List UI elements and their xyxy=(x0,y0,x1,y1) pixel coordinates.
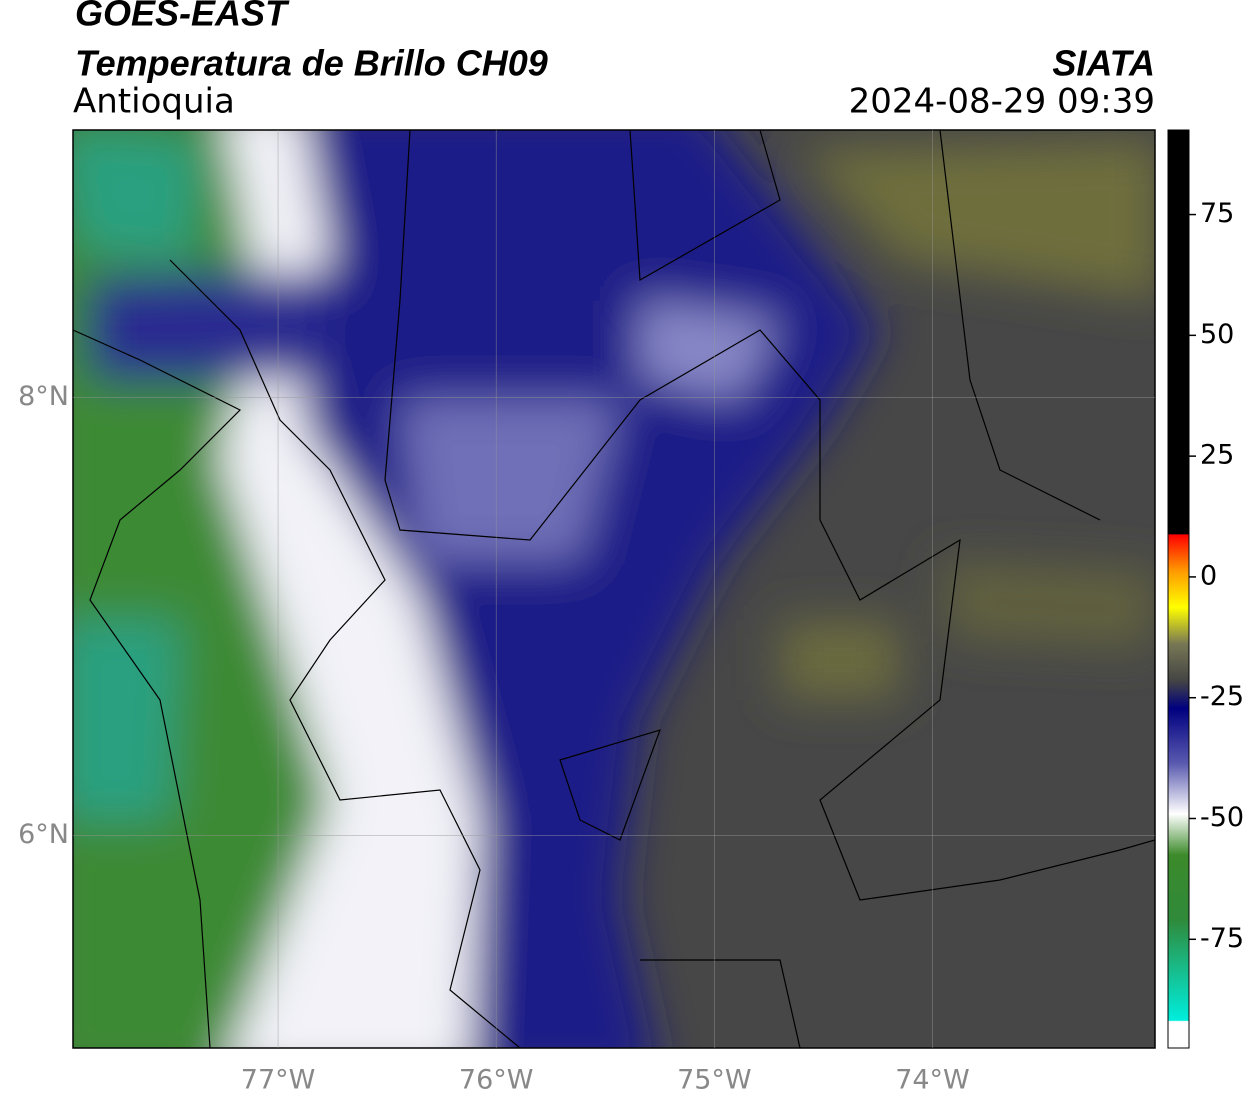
colorbar-tick-label: -50 xyxy=(1200,802,1244,833)
colorbar-tick-label: -75 xyxy=(1200,923,1244,954)
lon-tick-label: 74°W xyxy=(895,1065,970,1096)
subtitle: Temperatura de Brillo CH09 xyxy=(75,43,548,84)
lat-tick-label: 6°N xyxy=(18,819,69,850)
source: SIATA xyxy=(1052,43,1155,84)
map-image xyxy=(73,130,1155,1048)
map-frame xyxy=(72,129,1156,1049)
timestamp: 2024-08-29 09:39 xyxy=(849,82,1155,122)
colorbar-tick-label: 75 xyxy=(1200,198,1234,229)
title: GOES-EAST xyxy=(75,0,290,34)
colorbar xyxy=(1167,129,1190,1049)
lon-tick-label: 75°W xyxy=(677,1065,752,1096)
lat-tick-label: 8°N xyxy=(18,381,69,412)
colorbar-tick-label: 25 xyxy=(1200,440,1234,471)
colorbar-tick-label: 50 xyxy=(1200,319,1234,350)
lon-tick-label: 77°W xyxy=(241,1065,316,1096)
colorbar-tick-label: -25 xyxy=(1200,681,1244,712)
region: Antioquia xyxy=(73,82,235,122)
colorbar-tick-label: 0 xyxy=(1200,560,1217,591)
lon-tick-label: 76°W xyxy=(459,1065,534,1096)
